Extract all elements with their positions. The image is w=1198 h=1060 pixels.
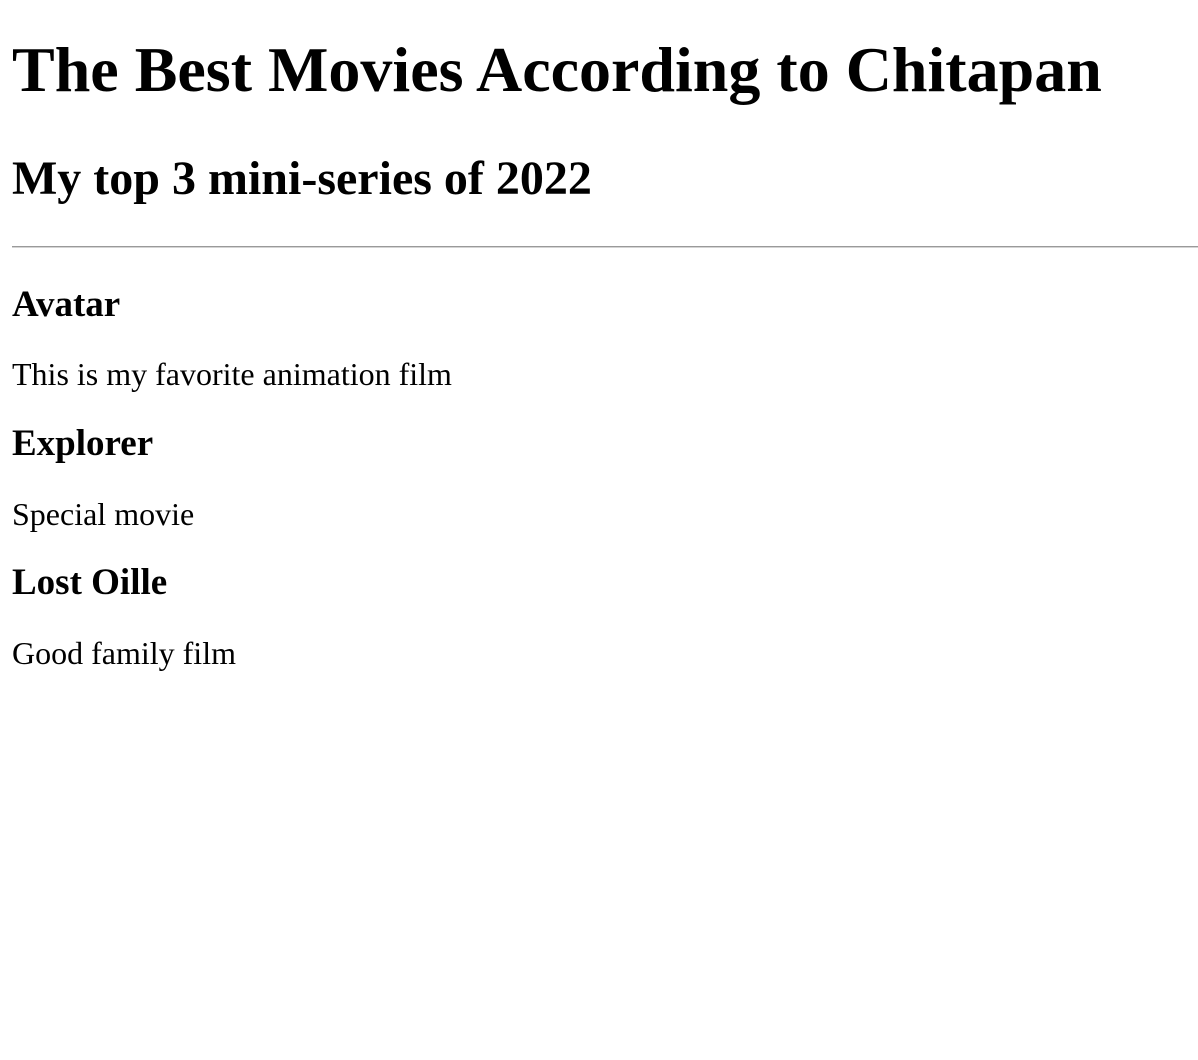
movie-title: Explorer	[12, 423, 154, 465]
movie-description: Special movie	[12, 495, 195, 532]
movie-entry-explorer: Explorer Special movie	[12, 423, 1198, 532]
divider	[12, 245, 1198, 248]
movie-title: Lost Oille	[12, 562, 168, 604]
page-content: The Best Movies According to Chitapan My…	[0, 33, 1198, 672]
page-subtitle: My top 3 mini-series of 2022	[12, 151, 592, 205]
movie-title: Avatar	[12, 283, 121, 325]
movie-entry-lost-oille: Lost Oille Good family film	[12, 562, 1198, 671]
movie-description: This is my favorite animation film	[12, 356, 452, 393]
movie-description: Good family film	[12, 635, 236, 672]
page-title: The Best Movies According to Chitapan	[12, 34, 1102, 105]
movie-entry-avatar: Avatar This is my favorite animation fil…	[12, 284, 1198, 393]
